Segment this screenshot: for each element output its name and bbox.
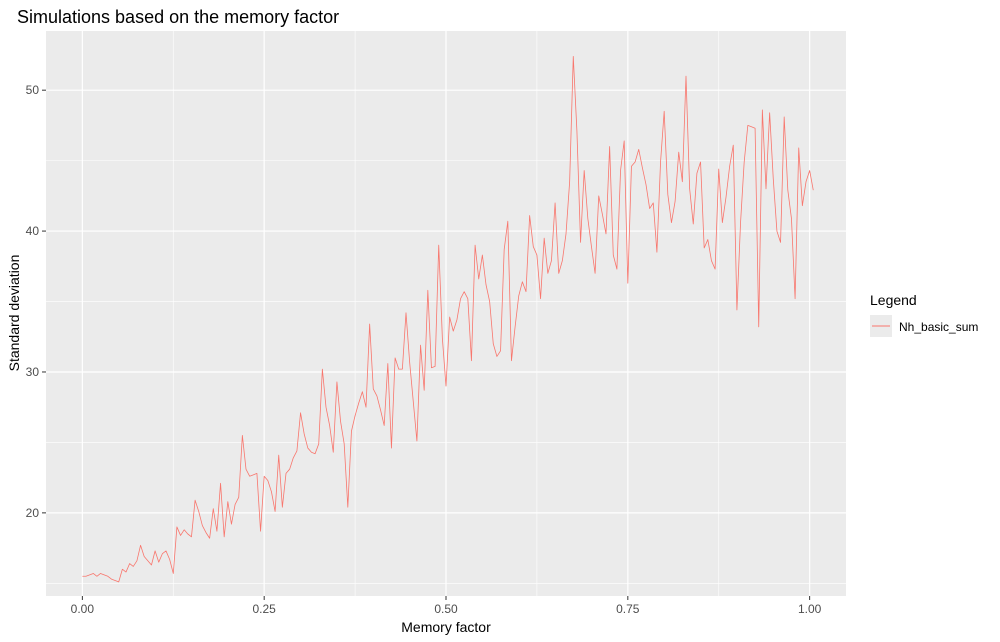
x-tick-label: 1.00: [798, 602, 822, 616]
legend: Legend Nh_basic_sum: [870, 292, 978, 337]
legend-label-nh-basic-sum: Nh_basic_sum: [899, 320, 978, 334]
y-axis-title: Standard deviation: [6, 255, 22, 372]
y-tick-label: 50: [26, 83, 40, 97]
x-tick-label: 0.25: [253, 602, 277, 616]
x-axis-tick-labels: 0.00 0.25 0.50 0.75 1.00: [71, 602, 822, 616]
x-tick-label: 0.50: [434, 602, 458, 616]
series-layer: [82, 55, 814, 583]
y-tick-label: 40: [26, 224, 40, 238]
x-tick-label: 0.75: [616, 602, 640, 616]
y-tick-label: 30: [26, 365, 40, 379]
chart-title: Simulations based on the memory factor: [17, 7, 339, 27]
axis-ticks: [42, 89, 811, 600]
legend-title: Legend: [870, 292, 917, 308]
major-gridlines: [46, 31, 846, 596]
x-tick-label: 0.00: [71, 602, 95, 616]
y-axis-tick-labels: 20 30 40 50: [26, 83, 40, 520]
series-line-nh-basic-sum: [82, 55, 814, 583]
y-tick-label: 20: [26, 506, 40, 520]
x-axis-title: Memory factor: [401, 619, 491, 635]
